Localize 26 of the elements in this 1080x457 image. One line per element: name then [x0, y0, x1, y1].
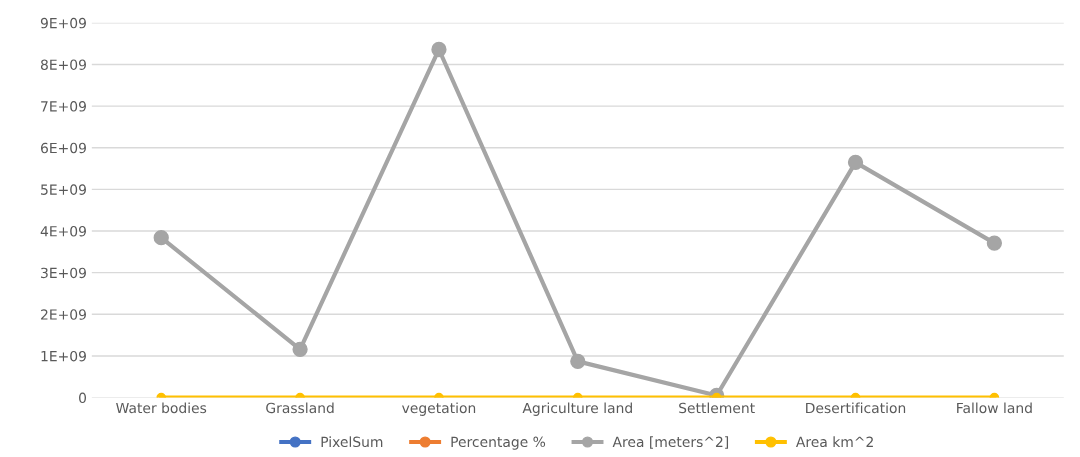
y-tick-label: 7E+09: [41, 101, 86, 112]
point: [847, 154, 864, 170]
y-tick-label: 0: [79, 392, 87, 404]
point: [986, 235, 1003, 251]
x-tick-label: Settlement: [679, 402, 755, 414]
legend-label: Area km^2: [795, 436, 873, 448]
y-tick-label: 1E+09: [41, 350, 86, 362]
legend-label: Area [meters^2]: [612, 436, 729, 449]
point: [431, 41, 447, 58]
y-tick-label: 8E+09: [40, 59, 86, 70]
x-tick-label: Grassland: [266, 402, 334, 414]
x-tick-label: vegetation: [402, 402, 476, 416]
x-tick-label: Agriculture land: [522, 402, 632, 416]
y-tick-label: 3E+09: [41, 267, 86, 279]
y-tick-label: 9E+09: [40, 17, 86, 29]
x-tick-label: Water bodies: [116, 402, 207, 414]
y-tick-label: 4E+09: [40, 226, 86, 237]
x-tick-label: Fallow land: [957, 402, 1032, 414]
y-tick-label: 6E+09: [40, 142, 86, 154]
y-tick-label: 5E+09: [41, 184, 86, 195]
x-tick-label: Desertification: [806, 402, 906, 414]
point: [292, 341, 308, 357]
legend-label: Percentage %: [451, 436, 546, 450]
point: [153, 230, 169, 246]
legend-label: PixelSum: [321, 436, 383, 448]
y-tick-label: 2E+09: [41, 309, 86, 320]
